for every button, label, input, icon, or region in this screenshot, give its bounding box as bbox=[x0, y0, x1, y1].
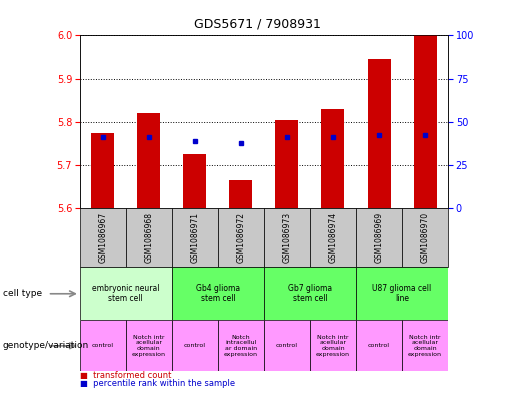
Text: GSM1086967: GSM1086967 bbox=[98, 212, 107, 263]
Text: ■  transformed count: ■ transformed count bbox=[80, 371, 171, 380]
Text: cell type: cell type bbox=[3, 289, 42, 298]
Text: U87 glioma cell
line: U87 glioma cell line bbox=[372, 284, 432, 303]
Text: GSM1086973: GSM1086973 bbox=[282, 212, 291, 263]
Bar bbox=[276, 120, 299, 208]
Bar bbox=[80, 267, 172, 320]
Bar bbox=[264, 320, 310, 371]
Text: Gb4 glioma
stem cell: Gb4 glioma stem cell bbox=[196, 284, 240, 303]
Bar bbox=[368, 59, 390, 208]
Bar bbox=[402, 320, 448, 371]
Text: control: control bbox=[184, 343, 206, 348]
Bar bbox=[80, 320, 126, 371]
Text: embryonic neural
stem cell: embryonic neural stem cell bbox=[92, 284, 160, 303]
Text: GSM1086974: GSM1086974 bbox=[329, 212, 337, 263]
Bar bbox=[229, 180, 252, 208]
Bar bbox=[321, 109, 345, 208]
Bar bbox=[356, 208, 402, 267]
Bar bbox=[356, 320, 402, 371]
Bar bbox=[172, 208, 218, 267]
Text: Gb7 glioma
stem cell: Gb7 glioma stem cell bbox=[288, 284, 332, 303]
Text: control: control bbox=[276, 343, 298, 348]
Bar bbox=[264, 208, 310, 267]
Text: control: control bbox=[368, 343, 390, 348]
Text: control: control bbox=[92, 343, 114, 348]
Bar bbox=[414, 35, 437, 208]
Text: GSM1086969: GSM1086969 bbox=[374, 212, 384, 263]
Bar bbox=[91, 133, 114, 208]
Bar bbox=[218, 208, 264, 267]
Bar bbox=[80, 208, 126, 267]
Text: GSM1086971: GSM1086971 bbox=[191, 212, 199, 263]
Text: genotype/variation: genotype/variation bbox=[3, 342, 89, 350]
Bar bbox=[310, 208, 356, 267]
Text: Notch intr
acellular
domain
expression: Notch intr acellular domain expression bbox=[316, 335, 350, 357]
Text: GSM1086968: GSM1086968 bbox=[144, 212, 153, 263]
Bar bbox=[126, 320, 172, 371]
Text: Notch
intracellul
ar domain
expression: Notch intracellul ar domain expression bbox=[224, 335, 258, 357]
Text: GSM1086972: GSM1086972 bbox=[236, 212, 246, 263]
Text: Notch intr
acellular
domain
expression: Notch intr acellular domain expression bbox=[132, 335, 166, 357]
Bar bbox=[183, 154, 207, 208]
Bar bbox=[126, 208, 172, 267]
Bar bbox=[172, 267, 264, 320]
Bar bbox=[356, 267, 448, 320]
Text: ■  percentile rank within the sample: ■ percentile rank within the sample bbox=[80, 379, 235, 388]
Bar bbox=[310, 320, 356, 371]
Bar bbox=[402, 208, 448, 267]
Bar bbox=[264, 267, 356, 320]
Text: GSM1086970: GSM1086970 bbox=[421, 212, 430, 263]
Bar bbox=[138, 113, 160, 208]
Text: GDS5671 / 7908931: GDS5671 / 7908931 bbox=[194, 18, 321, 31]
Bar bbox=[218, 320, 264, 371]
Text: Notch intr
acellular
domain
expression: Notch intr acellular domain expression bbox=[408, 335, 442, 357]
Bar bbox=[172, 320, 218, 371]
